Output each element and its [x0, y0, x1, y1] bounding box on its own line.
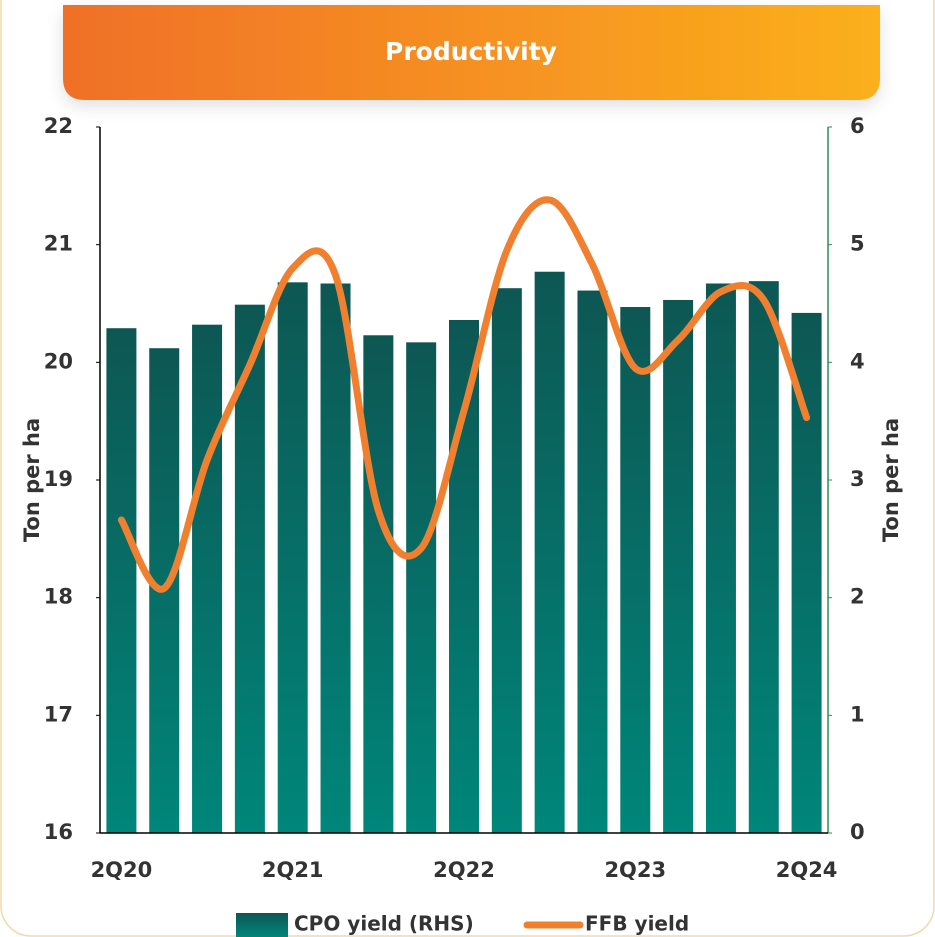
- y2-tick-label: 2: [850, 585, 865, 609]
- y2-tick-label: 3: [850, 467, 865, 491]
- bar: [663, 299, 694, 834]
- y2-tick-label: 0: [850, 820, 865, 844]
- bar: [791, 312, 822, 833]
- y2-tick-label: 6: [850, 114, 865, 138]
- x-tick-label: 2Q24: [776, 858, 838, 882]
- legend-label: FFB yield: [585, 912, 689, 936]
- bar: [748, 281, 779, 834]
- y2-axis-title: Ton per ha: [879, 418, 903, 542]
- bar: [320, 283, 351, 833]
- bar: [577, 290, 608, 834]
- y2-tick-label: 5: [850, 232, 865, 256]
- y-tick-label: 19: [44, 467, 73, 491]
- y-tick-label: 22: [44, 114, 73, 138]
- bar: [491, 288, 522, 833]
- x-tick-label: 2Q23: [604, 858, 666, 882]
- bar: [406, 342, 437, 833]
- y2-tick-label: 4: [850, 349, 865, 373]
- y-tick-label: 18: [44, 585, 73, 609]
- legend-swatch: [236, 913, 288, 937]
- bar: [534, 271, 565, 834]
- bar: [705, 283, 736, 833]
- bar: [363, 335, 394, 833]
- y-tick-label: 17: [44, 702, 73, 726]
- bar: [106, 328, 137, 833]
- line: [117, 196, 811, 593]
- y-tick-label: 16: [44, 820, 73, 844]
- bar: [277, 282, 308, 833]
- y-axis-title: Ton per ha: [20, 418, 44, 542]
- bar: [192, 324, 223, 833]
- y-tick-label: 20: [44, 349, 73, 373]
- bar: [449, 319, 479, 833]
- x-tick-label: 2Q20: [91, 858, 153, 882]
- x-tick-label: 2Q21: [262, 858, 324, 882]
- y-tick-label: 21: [44, 232, 73, 256]
- x-tick-label: 2Q22: [433, 858, 495, 882]
- bar: [620, 307, 651, 833]
- legend-label: CPO yield (RHS): [294, 912, 474, 936]
- chart-title: Productivity: [385, 37, 557, 66]
- header-banner: [63, 5, 880, 100]
- y2-tick-label: 1: [850, 702, 865, 726]
